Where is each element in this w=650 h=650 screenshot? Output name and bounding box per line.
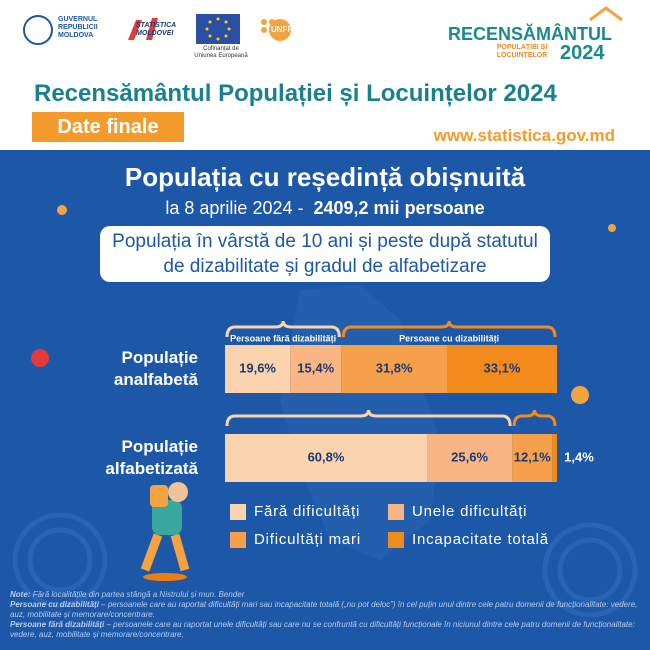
note-term: Persoane fără dizabilități [10, 620, 105, 629]
main-title: Recensământul Populației și Locuințelor … [34, 80, 557, 107]
chart-title: Populația cu reședință obișnuită [124, 162, 526, 192]
brace [225, 320, 341, 338]
unfpa-logo-text: UNFPA [271, 25, 298, 34]
bar-segment [512, 434, 553, 482]
note-text: – persoanele care au raportat unele difi… [10, 620, 635, 639]
bar-segment [552, 434, 557, 482]
value-label: 25,6% [451, 449, 488, 464]
value-label: 60,8% [308, 449, 345, 464]
bar-segment [427, 434, 513, 482]
legend-swatch [230, 504, 246, 520]
value-label: 19,6% [239, 360, 276, 375]
legend-swatch [230, 532, 246, 548]
subtitle-value: 2409,2 mii persoane [313, 198, 485, 218]
brace-label: Persoane fără dizabilități [230, 333, 336, 343]
notes: Note: Fără localitățile din partea stâng… [10, 590, 640, 640]
legend-swatch [388, 504, 404, 520]
legend-label: Unele dificultăți [412, 503, 527, 520]
bar-segment [225, 434, 428, 482]
note: Persoane fără dizabilități – persoanele … [10, 620, 640, 640]
note: Note: Fără localitățile din partea stâng… [10, 590, 640, 600]
chart-subtitle: la 8 aprilie 2024 - 2409,2 mii persoane [0, 198, 650, 219]
brace [225, 409, 512, 427]
bar-segment [446, 345, 557, 393]
note-term: Persoane cu dizabilități [10, 600, 99, 609]
bar-segment [225, 345, 291, 393]
brand-sub: POPULAȚIEI ȘI LOCUINȚELOR [496, 44, 548, 59]
bar-segment [290, 345, 342, 393]
chart-box-title: Populația în vârstă de 10 ani și peste d… [100, 226, 550, 282]
note: Persoane cu dizabilități – persoanele ca… [10, 600, 640, 620]
brace [512, 409, 557, 427]
brand-name: RECENSĂMÂNTUL [448, 24, 612, 44]
badge: Date finale [32, 112, 184, 142]
value-label: 15,4% [297, 360, 334, 375]
legend-label: Incapacitate totală [412, 531, 549, 548]
legend-swatch [388, 532, 404, 548]
value-label: 31,8% [376, 360, 413, 375]
brace [341, 320, 557, 338]
value-label: 12,1% [514, 449, 551, 464]
value-label: 1,4% [564, 449, 594, 464]
subtitle-text: la 8 aprilie 2024 - [165, 198, 304, 218]
url: www.statistica.gov.md [433, 126, 615, 145]
gov-logo-text: GUVERNUL REPUBLICII MOLDOVA [58, 16, 98, 39]
value-label: 33,1% [484, 360, 521, 375]
note-term: Note: [10, 590, 31, 599]
eu-logo-text: Cofinanțat de Uniunea Europeană [194, 46, 248, 59]
bar-segment [341, 345, 447, 393]
legend-label: Dificultăți mari [254, 531, 361, 548]
note-text: – persoanele care au raportat dificultăț… [10, 600, 638, 619]
note-text: Fără localitățile din partea stângă a Ni… [32, 590, 245, 599]
legend-label: Fără dificultăți [254, 503, 360, 520]
category-label: Populație alfabetizată [105, 437, 198, 478]
category-label: Populație analfabetă [113, 348, 198, 389]
brace-label: Persoane cu dizabilități [399, 333, 499, 343]
stat-logo-text: STATISTICA MOLDOVEI [136, 22, 176, 37]
brand-year: 2024 [560, 42, 605, 64]
